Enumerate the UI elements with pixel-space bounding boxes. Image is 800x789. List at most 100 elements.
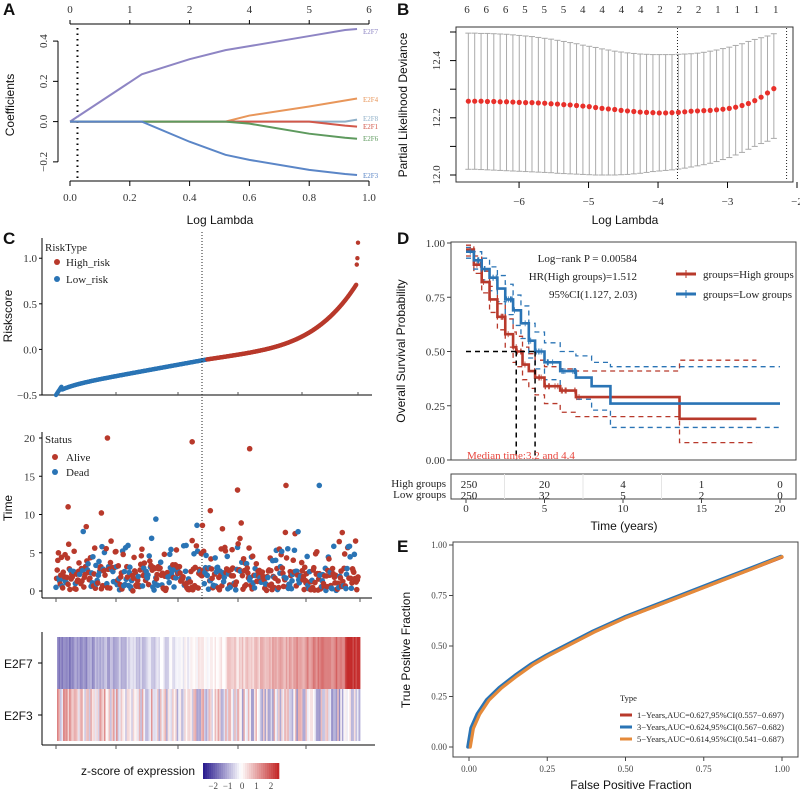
heatmap-cell-e2f3 bbox=[93, 689, 96, 741]
colorbar-segment bbox=[249, 763, 252, 779]
top-tick-label: 2 bbox=[696, 4, 702, 16]
alive-point bbox=[192, 564, 198, 571]
heatmap-cell-e2f3 bbox=[343, 689, 346, 741]
risk-table-value: 20 bbox=[539, 479, 551, 491]
risk-table-value: 250 bbox=[461, 479, 478, 491]
deviance-point bbox=[733, 104, 739, 110]
heatmap-cell-e2f7 bbox=[81, 637, 84, 689]
heatmap-cell-e2f7 bbox=[170, 637, 173, 689]
alive-point bbox=[91, 571, 97, 577]
alive-point bbox=[208, 556, 214, 562]
heatmap-cell-e2f7 bbox=[106, 637, 109, 689]
dead-point bbox=[272, 557, 279, 564]
legend-label: Alive bbox=[66, 452, 91, 464]
alive-point bbox=[130, 588, 136, 594]
heatmap-cell-e2f3 bbox=[70, 689, 73, 741]
heatmap-cell-e2f3 bbox=[152, 689, 155, 741]
heatmap-cell-e2f7 bbox=[190, 637, 193, 689]
heatmap-cell-e2f7 bbox=[332, 637, 335, 689]
heatmap-cell-e2f3 bbox=[146, 689, 149, 741]
heatmap-cell-e2f7 bbox=[175, 637, 178, 689]
heatmap-cell-e2f3 bbox=[119, 689, 122, 741]
heatmap-cell-e2f7 bbox=[306, 637, 309, 689]
heatmap-cell-e2f7 bbox=[267, 637, 270, 689]
heatmap-cell-e2f7 bbox=[353, 637, 356, 689]
heatmap-cell-e2f7 bbox=[358, 637, 361, 689]
heatmap-cell-e2f7 bbox=[355, 637, 358, 689]
series-label: E2F3 bbox=[363, 172, 379, 180]
deviance-point bbox=[503, 99, 510, 105]
series-label: E2F6 bbox=[363, 135, 379, 143]
x-axis-title: False Positive Fraction bbox=[570, 778, 691, 789]
y-tick-label: 0.5 bbox=[23, 299, 37, 311]
heatmap-cell-e2f7 bbox=[149, 637, 152, 689]
colorbar-segment bbox=[241, 763, 244, 779]
x-tick-label: 20 bbox=[775, 503, 787, 515]
dead-point bbox=[194, 522, 200, 529]
heatmap-cell-e2f3 bbox=[263, 689, 265, 741]
heatmap-cell-e2f3 bbox=[90, 689, 93, 741]
heatmap-cell-e2f7 bbox=[223, 637, 226, 689]
dead-point bbox=[121, 568, 128, 575]
heatmap-cell-e2f7 bbox=[220, 637, 223, 689]
heatmap-cell-e2f7 bbox=[134, 637, 137, 689]
alive-point bbox=[238, 520, 244, 526]
heatmap-cell-e2f3 bbox=[308, 689, 311, 741]
heatmap-cell-e2f7 bbox=[178, 637, 181, 689]
heatmap-cell-e2f7 bbox=[166, 637, 168, 689]
x-tick-label: 1.00 bbox=[774, 764, 790, 774]
alive-point bbox=[209, 575, 215, 582]
deviance-point bbox=[688, 108, 694, 114]
panel-label-e: E bbox=[397, 537, 408, 556]
heatmap-cell-e2f3 bbox=[67, 689, 70, 741]
deviance-point bbox=[510, 99, 516, 105]
heatmap-cell-e2f3 bbox=[338, 689, 341, 741]
alive-point bbox=[104, 435, 111, 441]
heatmap-cell-e2f3 bbox=[149, 689, 152, 741]
heatmap-cell-e2f7 bbox=[256, 637, 259, 689]
heatmap-cell-e2f7 bbox=[182, 637, 185, 689]
deviance-point bbox=[478, 98, 484, 104]
heatmap-cell-e2f7 bbox=[191, 637, 194, 689]
heatmap-cell-e2f7 bbox=[225, 637, 228, 689]
top-tick-label: 5 bbox=[561, 4, 567, 16]
alive-point bbox=[246, 445, 253, 452]
heatmap-cell-e2f3 bbox=[173, 689, 176, 741]
heatmap-cell-e2f7 bbox=[120, 637, 123, 689]
deviance-point bbox=[573, 102, 580, 109]
heatmap-cell-e2f7 bbox=[196, 637, 199, 689]
heatmap-cell-e2f3 bbox=[181, 689, 184, 741]
legend-title: RiskType bbox=[45, 242, 87, 254]
heatmap-cell-e2f3 bbox=[253, 689, 256, 741]
stat-annotation: HR(High groups)=1.512 bbox=[529, 271, 637, 283]
heatmap-cell-e2f7 bbox=[158, 637, 161, 689]
heatmap-cell-e2f7 bbox=[313, 637, 315, 689]
alive-point bbox=[239, 572, 246, 579]
deviance-point bbox=[535, 100, 541, 106]
dead-point bbox=[284, 545, 291, 552]
risk-table-value: 4 bbox=[620, 479, 626, 491]
alive-point bbox=[124, 574, 131, 580]
heatmap-cell-e2f3 bbox=[203, 689, 206, 741]
alive-point bbox=[229, 546, 235, 553]
heatmap-cell-e2f3 bbox=[164, 689, 167, 741]
deviance-point bbox=[752, 98, 758, 104]
heatmap-cell-e2f7 bbox=[103, 637, 106, 689]
heatmap-cell-e2f3 bbox=[78, 689, 81, 741]
colorbar-tick-label: 0 bbox=[240, 781, 245, 789]
heatmap-cell-e2f7 bbox=[261, 637, 264, 689]
heatmap-cell-e2f3 bbox=[160, 689, 162, 741]
deviance-point bbox=[472, 98, 478, 104]
alive-point bbox=[193, 543, 200, 549]
heatmap-cell-e2f3 bbox=[319, 689, 322, 741]
deviance-point bbox=[497, 99, 503, 105]
deviance-point bbox=[516, 99, 522, 105]
x-tick-label: 0.6 bbox=[243, 192, 257, 204]
heatmap-cell-e2f7 bbox=[126, 637, 129, 689]
heatmap-row-label: E2F7 bbox=[4, 657, 33, 671]
heatmap-cell-e2f3 bbox=[97, 689, 100, 741]
heatmap-cell-e2f3 bbox=[229, 689, 232, 741]
heatmap-cell-e2f7 bbox=[234, 637, 237, 689]
y-tick-label: 12.0 bbox=[431, 165, 443, 185]
colorbar-segment bbox=[237, 763, 240, 779]
